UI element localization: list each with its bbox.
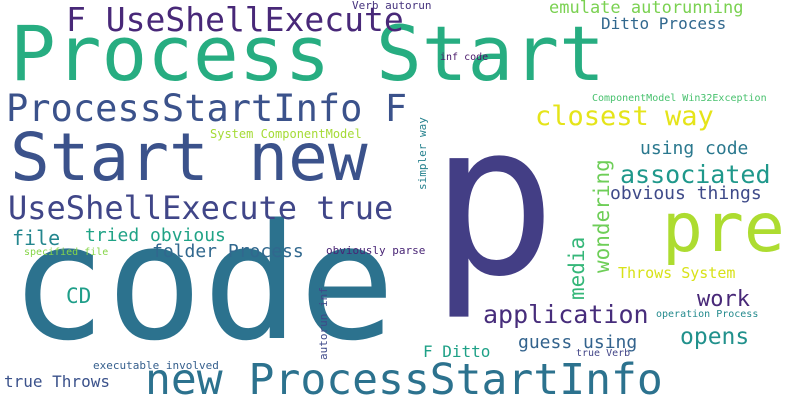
word-inf-code: inf code xyxy=(440,52,489,63)
word-opens: opens xyxy=(680,324,750,350)
word-throws-system: Throws System xyxy=(618,264,736,282)
word-wondering: wondering xyxy=(590,159,614,273)
word-pre: pre xyxy=(662,189,785,268)
word-tried-obvious: tried obvious xyxy=(85,225,226,246)
word-using-code: using code xyxy=(640,138,749,159)
word-verb-autorun: Verb autorun xyxy=(352,0,432,12)
word-folder-process: folder Process xyxy=(152,241,304,262)
word-operation-process: operation Process xyxy=(656,309,759,320)
word-f-ditto: F Ditto xyxy=(423,342,491,361)
word-process-start: Process Start xyxy=(10,9,605,98)
word-p: p xyxy=(430,78,557,323)
word-true-throws: true Throws xyxy=(4,372,110,391)
word-cd: CD xyxy=(66,284,92,308)
word-system-componentmodel: System ComponentModel xyxy=(210,127,362,141)
word-executable-involved: executable involved xyxy=(93,359,219,372)
word-processstartinfo-f: ProcessStartInfo F xyxy=(6,87,407,130)
word-simpler-way: simpler way xyxy=(416,117,429,190)
word-f-useshellexecute: F UseShellExecute xyxy=(66,0,404,39)
word-application: application xyxy=(483,300,649,329)
word-associated: associated xyxy=(620,160,771,189)
word-componentmodel-win32exception: ComponentModel Win32Exception xyxy=(592,93,767,104)
word-autorun-inf: autorun inf xyxy=(317,287,330,360)
word-media: media xyxy=(565,236,589,300)
word-ditto-process: Ditto Process xyxy=(601,14,727,33)
word-file: file xyxy=(12,226,61,250)
word-emulate-autorunning: emulate autorunning xyxy=(549,0,744,18)
word-guess-using: guess using xyxy=(518,332,638,353)
word-obvious-things: obvious things xyxy=(610,183,762,204)
word-true-verb: true Verb xyxy=(576,348,631,359)
word-code: code xyxy=(10,189,396,376)
word-useshellexecute-true: UseShellExecute true xyxy=(8,189,394,227)
word-start-new: Start new xyxy=(10,119,368,196)
word-closest-way: closest way xyxy=(535,101,714,132)
word-new-processstartinfo: new ProcessStartInfo xyxy=(145,355,663,400)
word-specified-file: specified file xyxy=(24,247,109,258)
word-work: work xyxy=(697,287,750,312)
word-obviously-parse: obviously parse xyxy=(326,244,426,257)
